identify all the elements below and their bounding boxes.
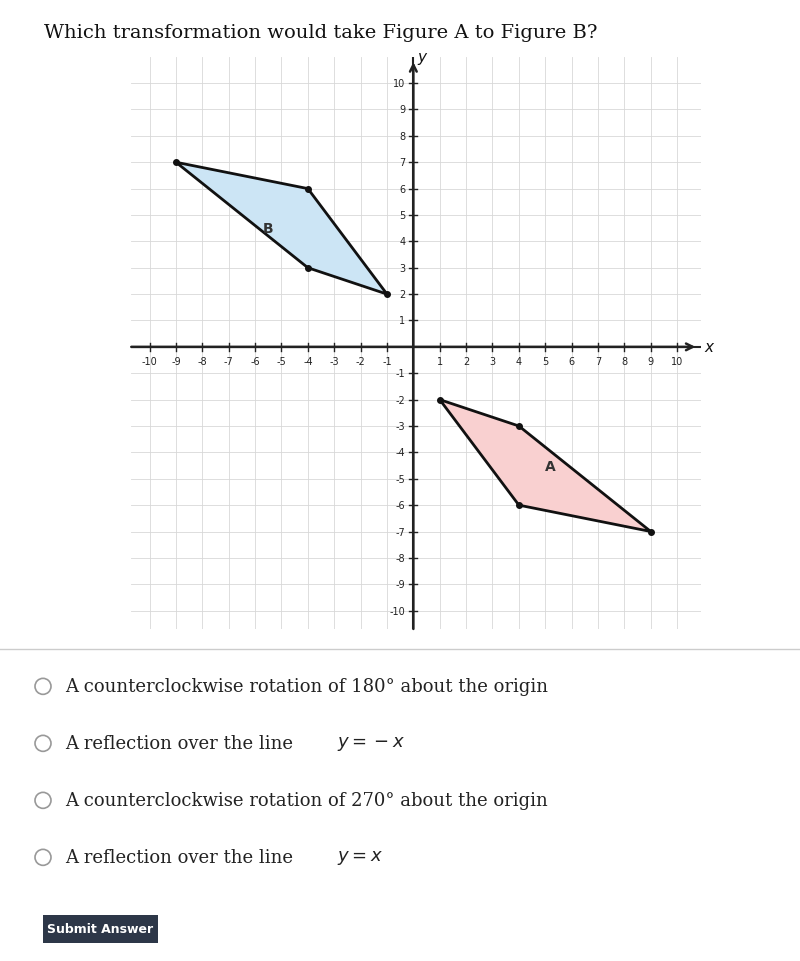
Text: 4: 4: [399, 237, 406, 247]
Text: -5: -5: [277, 357, 286, 367]
Text: -10: -10: [390, 606, 406, 616]
Text: A reflection over the line: A reflection over the line: [65, 734, 298, 752]
Text: 10: 10: [671, 357, 683, 367]
Text: A: A: [545, 459, 556, 473]
Text: 5: 5: [542, 357, 548, 367]
Polygon shape: [176, 163, 387, 295]
Text: -9: -9: [396, 579, 406, 590]
Text: -7: -7: [396, 527, 406, 537]
Text: 7: 7: [399, 158, 406, 168]
Text: -1: -1: [382, 357, 392, 367]
Text: x: x: [705, 340, 714, 355]
Text: y: y: [418, 50, 426, 65]
Bar: [43, 915, 158, 943]
Text: $y = x$: $y = x$: [337, 849, 383, 867]
Text: -6: -6: [396, 501, 406, 510]
Text: 4: 4: [516, 357, 522, 367]
Text: -9: -9: [171, 357, 181, 367]
Text: 1: 1: [399, 316, 406, 326]
Text: 9: 9: [648, 357, 654, 367]
Text: B: B: [263, 222, 274, 236]
Text: A counterclockwise rotation of 270° about the origin: A counterclockwise rotation of 270° abou…: [65, 792, 548, 809]
Text: 7: 7: [595, 357, 601, 367]
Polygon shape: [440, 400, 650, 532]
Text: -4: -4: [396, 448, 406, 457]
Text: 3: 3: [490, 357, 495, 367]
Text: -2: -2: [396, 395, 406, 406]
Text: -8: -8: [396, 554, 406, 563]
Text: 1: 1: [437, 357, 443, 367]
Text: -5: -5: [396, 475, 406, 484]
Text: -7: -7: [224, 357, 234, 367]
Text: -3: -3: [396, 422, 406, 431]
Text: -4: -4: [303, 357, 313, 367]
Text: 8: 8: [622, 357, 627, 367]
Text: $y = -x$: $y = -x$: [337, 734, 405, 752]
Text: 9: 9: [399, 106, 406, 115]
Text: 6: 6: [399, 185, 406, 194]
Text: 5: 5: [399, 210, 406, 221]
Text: -8: -8: [198, 357, 207, 367]
Text: 3: 3: [399, 263, 406, 274]
Text: 8: 8: [399, 132, 406, 141]
Text: 6: 6: [569, 357, 574, 367]
Text: A counterclockwise rotation of 180° about the origin: A counterclockwise rotation of 180° abou…: [65, 678, 548, 696]
Text: Submit Answer: Submit Answer: [47, 923, 154, 935]
Text: 10: 10: [393, 79, 406, 89]
Text: -1: -1: [396, 369, 406, 379]
Text: -6: -6: [250, 357, 260, 367]
Text: A reflection over the line: A reflection over the line: [65, 849, 298, 867]
Text: Which transformation would take Figure A to Figure B?: Which transformation would take Figure A…: [44, 24, 598, 42]
Text: 2: 2: [399, 290, 406, 300]
Text: 2: 2: [463, 357, 470, 367]
Text: -10: -10: [142, 357, 158, 367]
Text: -2: -2: [356, 357, 366, 367]
Text: -3: -3: [330, 357, 339, 367]
